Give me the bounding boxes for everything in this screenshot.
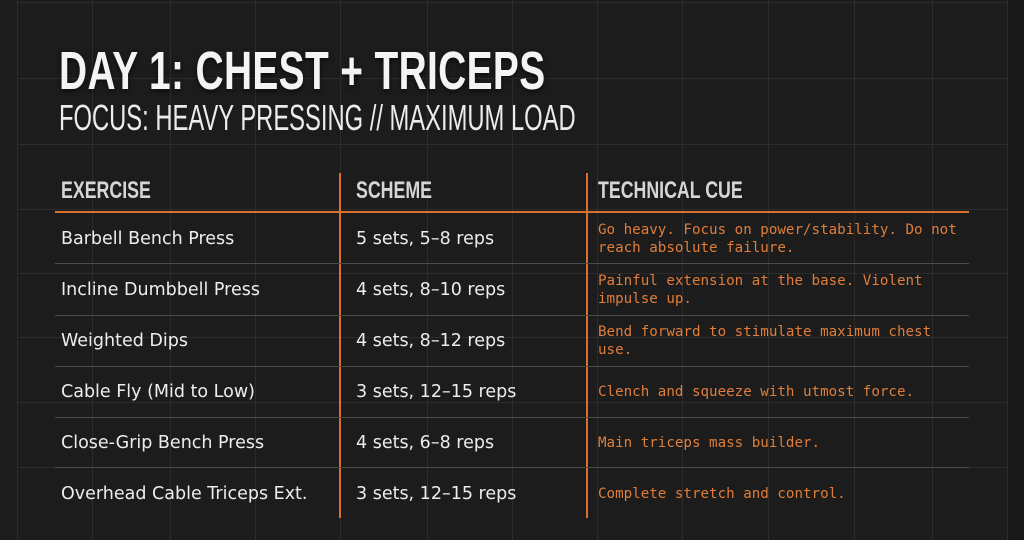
grid-line: [17, 78, 1008, 79]
exercise-cell: Cable Fly (Mid to Low): [61, 381, 255, 402]
table-row: Overhead Cable Triceps Ext. 3 sets, 12–1…: [0, 468, 1024, 519]
column-header-exercise: EXERCISE: [61, 177, 151, 204]
scheme-cell: 4 sets, 8–12 reps: [356, 330, 506, 351]
grid-line: [17, 402, 1008, 403]
grid-line: [682, 0, 683, 540]
grid-line: [17, 209, 1008, 210]
cue-cell: Painful extension at the base. Violent i…: [598, 272, 923, 307]
scheme-cell: 4 sets, 6–8 reps: [356, 432, 495, 453]
grid-line: [1007, 0, 1008, 540]
scheme-cell: 4 sets, 8–10 reps: [356, 279, 506, 300]
row-divider: [55, 366, 969, 367]
grid-line: [512, 0, 513, 540]
row-divider: [55, 417, 969, 418]
cue-cell: Main triceps mass builder.: [598, 434, 821, 451]
table-row: Cable Fly (Mid to Low) 3 sets, 12–15 rep…: [0, 366, 1024, 417]
row-divider: [55, 315, 969, 316]
column-header-scheme: SCHEME: [356, 177, 432, 204]
scheme-cell: 3 sets, 12–15 reps: [356, 381, 517, 402]
grid-line: [255, 0, 256, 540]
grid-line: [170, 0, 171, 540]
grid-line: [17, 2, 1008, 3]
cue-cell: Complete stretch and control.: [598, 485, 846, 502]
exercise-cell: Overhead Cable Triceps Ext.: [61, 483, 308, 504]
grid-line: [597, 0, 598, 540]
table-row: Close-Grip Bench Press 4 sets, 6–8 reps …: [0, 417, 1024, 468]
column-header-technical-cue: TECHNICAL CUE: [598, 177, 743, 204]
column-divider: [586, 173, 588, 518]
page-title: DAY 1: CHEST + TRICEPS: [59, 41, 546, 101]
exercise-cell: Incline Dumbbell Press: [61, 279, 260, 300]
grid-line: [854, 0, 855, 540]
column-divider: [339, 173, 341, 518]
cue-cell: Bend forward to stimulate maximum chest …: [598, 323, 932, 358]
right-edge-strip: [1008, 0, 1024, 540]
scheme-cell: 5 sets, 5–8 reps: [356, 228, 495, 249]
cue-cell: Go heavy. Focus on power/stability. Do n…: [598, 221, 957, 256]
grid-line: [427, 0, 428, 540]
grid-line: [92, 0, 93, 540]
grid-line: [17, 144, 1008, 145]
grid-line: [17, 337, 1008, 338]
exercise-cell: Close-Grip Bench Press: [61, 432, 265, 453]
row-divider: [55, 467, 969, 468]
scheme-cell: 3 sets, 12–15 reps: [356, 483, 517, 504]
row-divider: [55, 263, 969, 264]
exercise-cell: Weighted Dips: [61, 330, 188, 351]
header-divider: [55, 211, 969, 213]
exercise-cell: Barbell Bench Press: [61, 228, 235, 249]
grid-line: [17, 0, 18, 540]
table-row: Barbell Bench Press 5 sets, 5–8 reps Go …: [0, 213, 1024, 264]
cue-cell: Clench and squeeze with utmost force.: [598, 383, 915, 400]
table-row: Weighted Dips 4 sets, 8–12 reps Bend for…: [0, 315, 1024, 366]
grid-line: [932, 0, 933, 540]
grid-line: [17, 273, 1008, 274]
grid-line: [768, 0, 769, 540]
table-row: Incline Dumbbell Press 4 sets, 8–10 reps…: [0, 264, 1024, 315]
page-subtitle: FOCUS: HEAVY PRESSING // MAXIMUM LOAD: [59, 97, 576, 138]
